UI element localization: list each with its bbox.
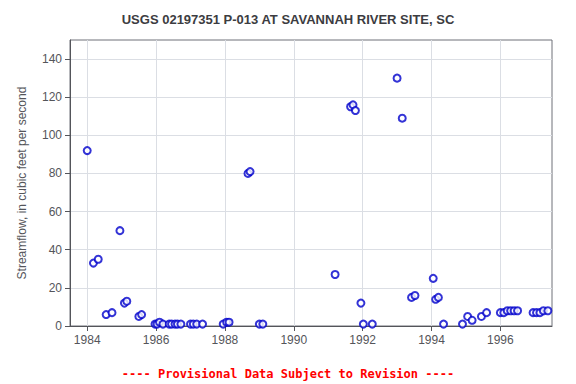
svg-text:60: 60: [49, 205, 63, 219]
svg-text:80: 80: [49, 166, 63, 180]
svg-text:Streamflow, in cubic feet per: Streamflow, in cubic feet per second: [15, 87, 29, 280]
svg-text:100: 100: [42, 128, 62, 142]
svg-text:1988: 1988: [212, 333, 239, 347]
svg-text:120: 120: [42, 90, 62, 104]
svg-text:---- Provisional Data Subject: ---- Provisional Data Subject to Revisio…: [122, 367, 454, 381]
svg-text:1990: 1990: [280, 333, 307, 347]
svg-text:20: 20: [49, 281, 63, 295]
svg-text:140: 140: [42, 52, 62, 66]
svg-text:USGS 02197351 P-013 AT SAVANNA: USGS 02197351 P-013 AT SAVANNAH RIVER SI…: [122, 12, 455, 27]
svg-text:1994: 1994: [418, 333, 445, 347]
svg-text:40: 40: [49, 243, 63, 257]
svg-text:1986: 1986: [143, 333, 170, 347]
svg-text:1984: 1984: [74, 333, 101, 347]
svg-text:1992: 1992: [349, 333, 376, 347]
svg-text:1996: 1996: [487, 333, 514, 347]
svg-text:0: 0: [55, 319, 62, 333]
